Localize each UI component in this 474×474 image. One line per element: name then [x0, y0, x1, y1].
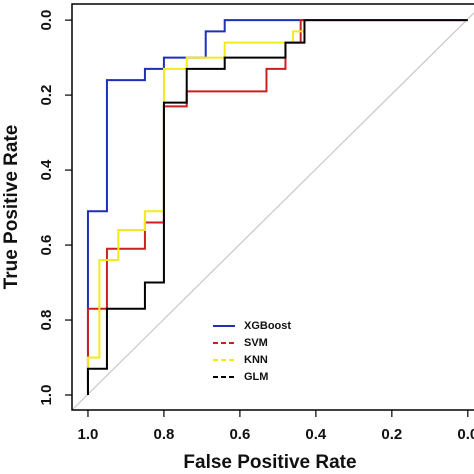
plot-frame	[71, 3, 474, 411]
legend-label: XGBoost	[244, 320, 291, 332]
y-tick-label: 0.2	[38, 85, 55, 106]
reference-diagonal	[71, 12, 474, 411]
legend-label: KNN	[244, 354, 268, 366]
y-tick-label: 0.6	[38, 235, 55, 256]
x-tick-label: 1.0	[78, 426, 99, 443]
x-axis-title: False Positive Rate	[183, 452, 356, 473]
legend-label: SVM	[244, 337, 268, 349]
y-tick-label: 0.0	[38, 10, 55, 31]
y-tick-label: 0.8	[38, 310, 55, 331]
y-tick-label: 1.0	[38, 385, 55, 406]
roc-curve	[86, 19, 468, 373]
x-tick-label: 0.8	[153, 426, 174, 443]
roc-curve	[86, 19, 468, 396]
roc-curve	[86, 19, 305, 396]
x-tick-label: 0.0	[457, 426, 474, 443]
legend-label: GLM	[244, 371, 268, 383]
x-tick-label: 0.4	[305, 426, 327, 443]
y-tick-label: 0.4	[38, 159, 55, 181]
x-tick-label: 0.2	[381, 426, 402, 443]
y-axis-title: True Positive Rate	[1, 125, 22, 290]
x-tick-label: 0.6	[229, 426, 250, 443]
